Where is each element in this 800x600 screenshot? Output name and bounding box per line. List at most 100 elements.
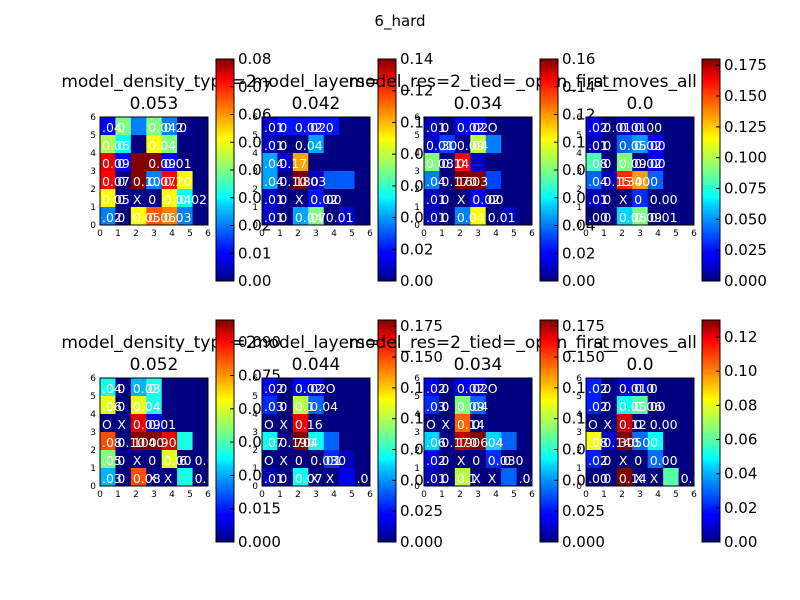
heatmap-cell xyxy=(115,378,132,397)
heatmap-cell xyxy=(454,468,471,487)
heatmap-cell xyxy=(647,450,664,469)
cell-label: 0.05 xyxy=(133,210,161,225)
heatmap-cell xyxy=(470,468,487,487)
heatmap-cell xyxy=(663,450,679,469)
cell-label: 0.01 xyxy=(164,156,192,171)
heatmap-cell xyxy=(161,117,178,136)
heatmap-cell xyxy=(192,378,209,397)
heatmap-cell xyxy=(632,117,649,136)
colorbar xyxy=(701,58,721,282)
heatmap-cell xyxy=(678,468,695,487)
x-tick-label: 0 xyxy=(421,490,427,500)
y-tick-label: 1 xyxy=(414,464,420,474)
heatmap-cell xyxy=(439,135,456,154)
y-tick-label: 1 xyxy=(414,203,420,213)
cell-label: 0 xyxy=(117,120,125,135)
x-tick-label: 0 xyxy=(583,229,589,239)
heatmap-cell xyxy=(454,207,471,226)
cell-label: 0.02 xyxy=(310,192,338,207)
colorbar-tick-label: 0.00 xyxy=(238,272,271,290)
cell-label: 0 xyxy=(117,156,125,171)
heatmap-cell xyxy=(678,135,695,154)
colorbar xyxy=(215,319,235,543)
heatmap-cell xyxy=(439,189,456,208)
cell-label: .07 xyxy=(264,435,284,450)
cell-label: 0.2 xyxy=(164,120,184,135)
cell-label: .01 xyxy=(264,192,284,207)
heatmap-cell xyxy=(292,117,309,136)
cell-label: 0 xyxy=(279,138,287,153)
cell-label: 0.06 xyxy=(619,210,647,225)
x-tick-label: 3 xyxy=(637,490,643,500)
heatmap-cell xyxy=(262,432,278,451)
colorbar-tick-label: 0.10 xyxy=(724,362,757,380)
colorbar-tick-label: 0.025 xyxy=(562,502,605,520)
y-tick-label: 6 xyxy=(252,374,258,384)
heatmap-cell xyxy=(100,153,116,172)
x-tick-label: 1 xyxy=(439,490,445,500)
y-tick-label: 5 xyxy=(576,131,582,141)
heatmap-cell xyxy=(161,189,178,208)
heatmap-cell xyxy=(100,171,116,190)
heatmap-cell xyxy=(454,171,471,190)
heatmap-cell xyxy=(439,432,456,451)
heatmap-cell xyxy=(262,189,278,208)
cell-label: 0.02 xyxy=(634,156,662,171)
cell-label: 0.01 xyxy=(326,210,354,225)
heatmap-cell xyxy=(616,378,633,397)
heatmap-cell xyxy=(516,189,533,208)
heatmap-cell xyxy=(586,450,602,469)
heatmap-frame xyxy=(261,377,371,487)
cell-label: 0.01 xyxy=(426,138,454,153)
y-tick-label: 1 xyxy=(576,464,582,474)
cell-label: 500 xyxy=(634,435,658,450)
heatmap-cell xyxy=(632,378,649,397)
heatmap-cell xyxy=(616,396,633,415)
heatmap-cell xyxy=(277,396,294,415)
x-tick-label: 3 xyxy=(151,490,157,500)
heatmap-cell xyxy=(632,468,649,487)
cell-label: .01 xyxy=(588,138,608,153)
cell-label: 70 xyxy=(295,435,311,450)
cell-label: 0.16 xyxy=(295,417,323,432)
y-tick-label: 5 xyxy=(252,131,258,141)
x-tick-label: 6 xyxy=(529,229,535,239)
heatmap-cell xyxy=(130,207,147,226)
heatmap-cell xyxy=(146,414,163,433)
heatmap-cell xyxy=(485,153,502,172)
heatmap-panel: model_density_type=20.052.040 0.030.060 0.… xyxy=(61,319,281,551)
cell-label: 0.04 xyxy=(295,138,323,153)
x-tick-label: 4 xyxy=(169,490,175,500)
colorbar-tick-label: 0.02 xyxy=(724,499,757,517)
heatmap-cell xyxy=(192,135,209,154)
colorbar-tick-label: 0.175 xyxy=(562,317,605,335)
cell-label: 0.06 xyxy=(634,399,662,414)
heatmap-cell xyxy=(192,207,209,226)
heatmap-cell xyxy=(130,468,147,487)
y-tick-label: 4 xyxy=(90,410,96,420)
heatmap-cell xyxy=(601,153,618,172)
heatmap-cell xyxy=(516,396,533,415)
y-tick-label: 2 xyxy=(576,185,582,195)
panel-score: 0.0 xyxy=(626,355,653,375)
heatmap-cell xyxy=(130,171,147,190)
heatmap-cell xyxy=(501,468,517,487)
heatmap-cell xyxy=(308,153,325,172)
y-tick-label: 3 xyxy=(576,167,582,177)
cell-label: 02 xyxy=(472,120,488,135)
cell-label: 0.02 xyxy=(179,192,207,207)
heatmap-cell xyxy=(616,117,633,136)
heatmap-cell xyxy=(439,396,456,415)
heatmap-cell xyxy=(647,468,664,487)
cell-label: 0 xyxy=(441,192,449,207)
cell-label: 0 xyxy=(634,453,642,468)
heatmap-cell xyxy=(277,207,294,226)
heatmap-cell xyxy=(308,171,325,190)
heatmap-cell xyxy=(586,117,602,136)
panel-title: model_density_type=2 xyxy=(61,72,256,92)
heatmap-cell xyxy=(146,153,163,172)
cell-label: 0 xyxy=(441,210,449,225)
heatmap-cell xyxy=(663,207,679,226)
heatmap-cell xyxy=(292,171,309,190)
